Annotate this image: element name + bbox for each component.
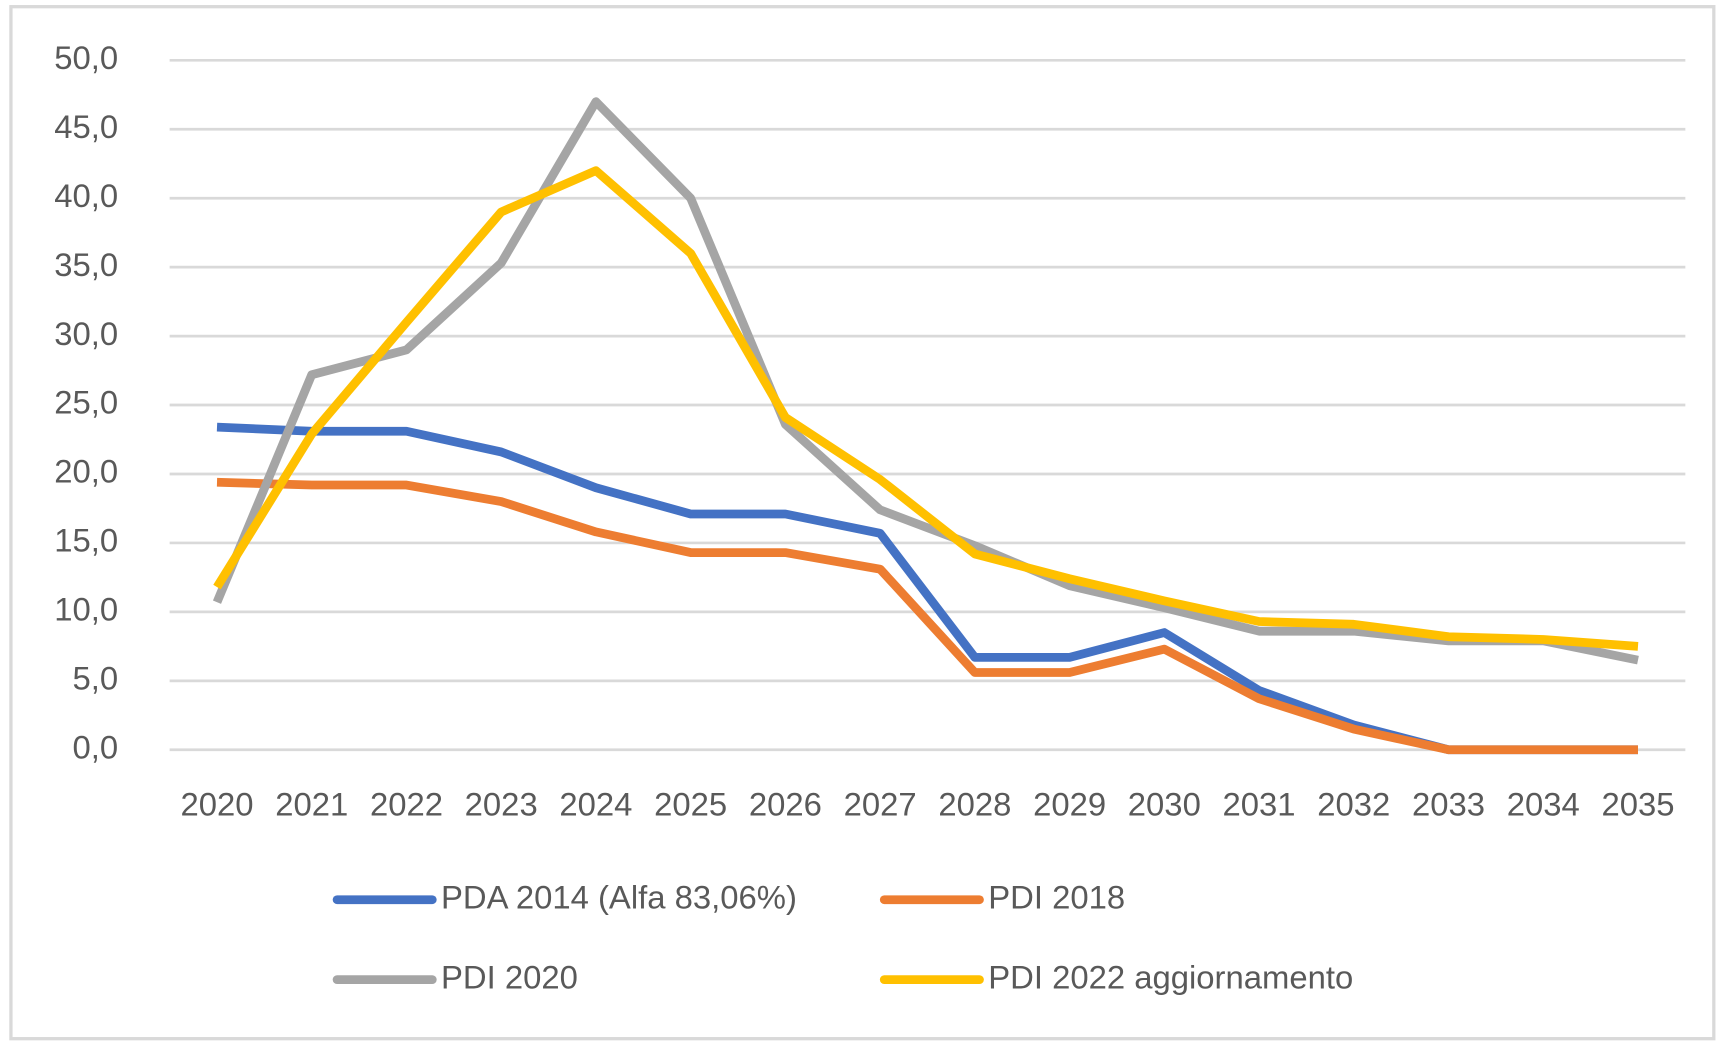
x-tick-label: 2031 xyxy=(1223,785,1296,822)
y-tick-label: 25,0 xyxy=(54,384,118,421)
y-tick-label: 20,0 xyxy=(54,453,118,490)
y-tick-label: 0,0 xyxy=(73,728,119,765)
series-line xyxy=(213,166,1639,651)
series-line xyxy=(216,477,1638,755)
x-tick-label: 2028 xyxy=(938,785,1011,822)
legend-label: PDI 2020 xyxy=(441,958,578,995)
legend-label: PDA 2014 (Alfa 83,06%) xyxy=(441,878,797,915)
y-tick-label: 50,0 xyxy=(54,39,118,76)
x-tick-label: 2030 xyxy=(1128,785,1201,822)
y-tick-label: 40,0 xyxy=(54,177,118,214)
legend-label: PDI 2018 xyxy=(988,878,1125,915)
y-tick-label: 15,0 xyxy=(54,522,118,559)
x-tick-label: 2029 xyxy=(1033,785,1106,822)
y-tick-label: 45,0 xyxy=(54,108,118,145)
x-tick-label: 2024 xyxy=(559,785,632,822)
series-line xyxy=(212,97,1639,665)
x-tick-label: 2023 xyxy=(465,785,538,822)
y-tick-label: 30,0 xyxy=(54,315,118,352)
labels: 0,0 5,0 10,0 15,0 20,0 25,0 30,0 35,0 40,0 45,0 50… xyxy=(54,39,1674,995)
x-tick-label: 2027 xyxy=(844,785,917,822)
x-tick-label: 2026 xyxy=(749,785,822,822)
lines xyxy=(212,97,1639,755)
x-tick-label: 2021 xyxy=(275,785,348,822)
x-tick-label: 2032 xyxy=(1317,785,1390,822)
y-tick-label: 5,0 xyxy=(73,659,119,696)
x-tick-label: 2025 xyxy=(654,785,727,822)
x-tick-label: 2022 xyxy=(370,785,443,822)
x-tick-label: 2033 xyxy=(1412,785,1485,822)
y-tick-label: 10,0 xyxy=(54,591,118,628)
x-tick-label: 2034 xyxy=(1507,785,1580,822)
y-tick-label: 35,0 xyxy=(54,246,118,283)
chart-frame xyxy=(9,5,1716,1041)
legend-label: PDI 2022 aggiornamento xyxy=(988,958,1353,995)
x-tick-label: 2035 xyxy=(1601,785,1674,822)
x-tick-label: 2020 xyxy=(180,785,253,822)
